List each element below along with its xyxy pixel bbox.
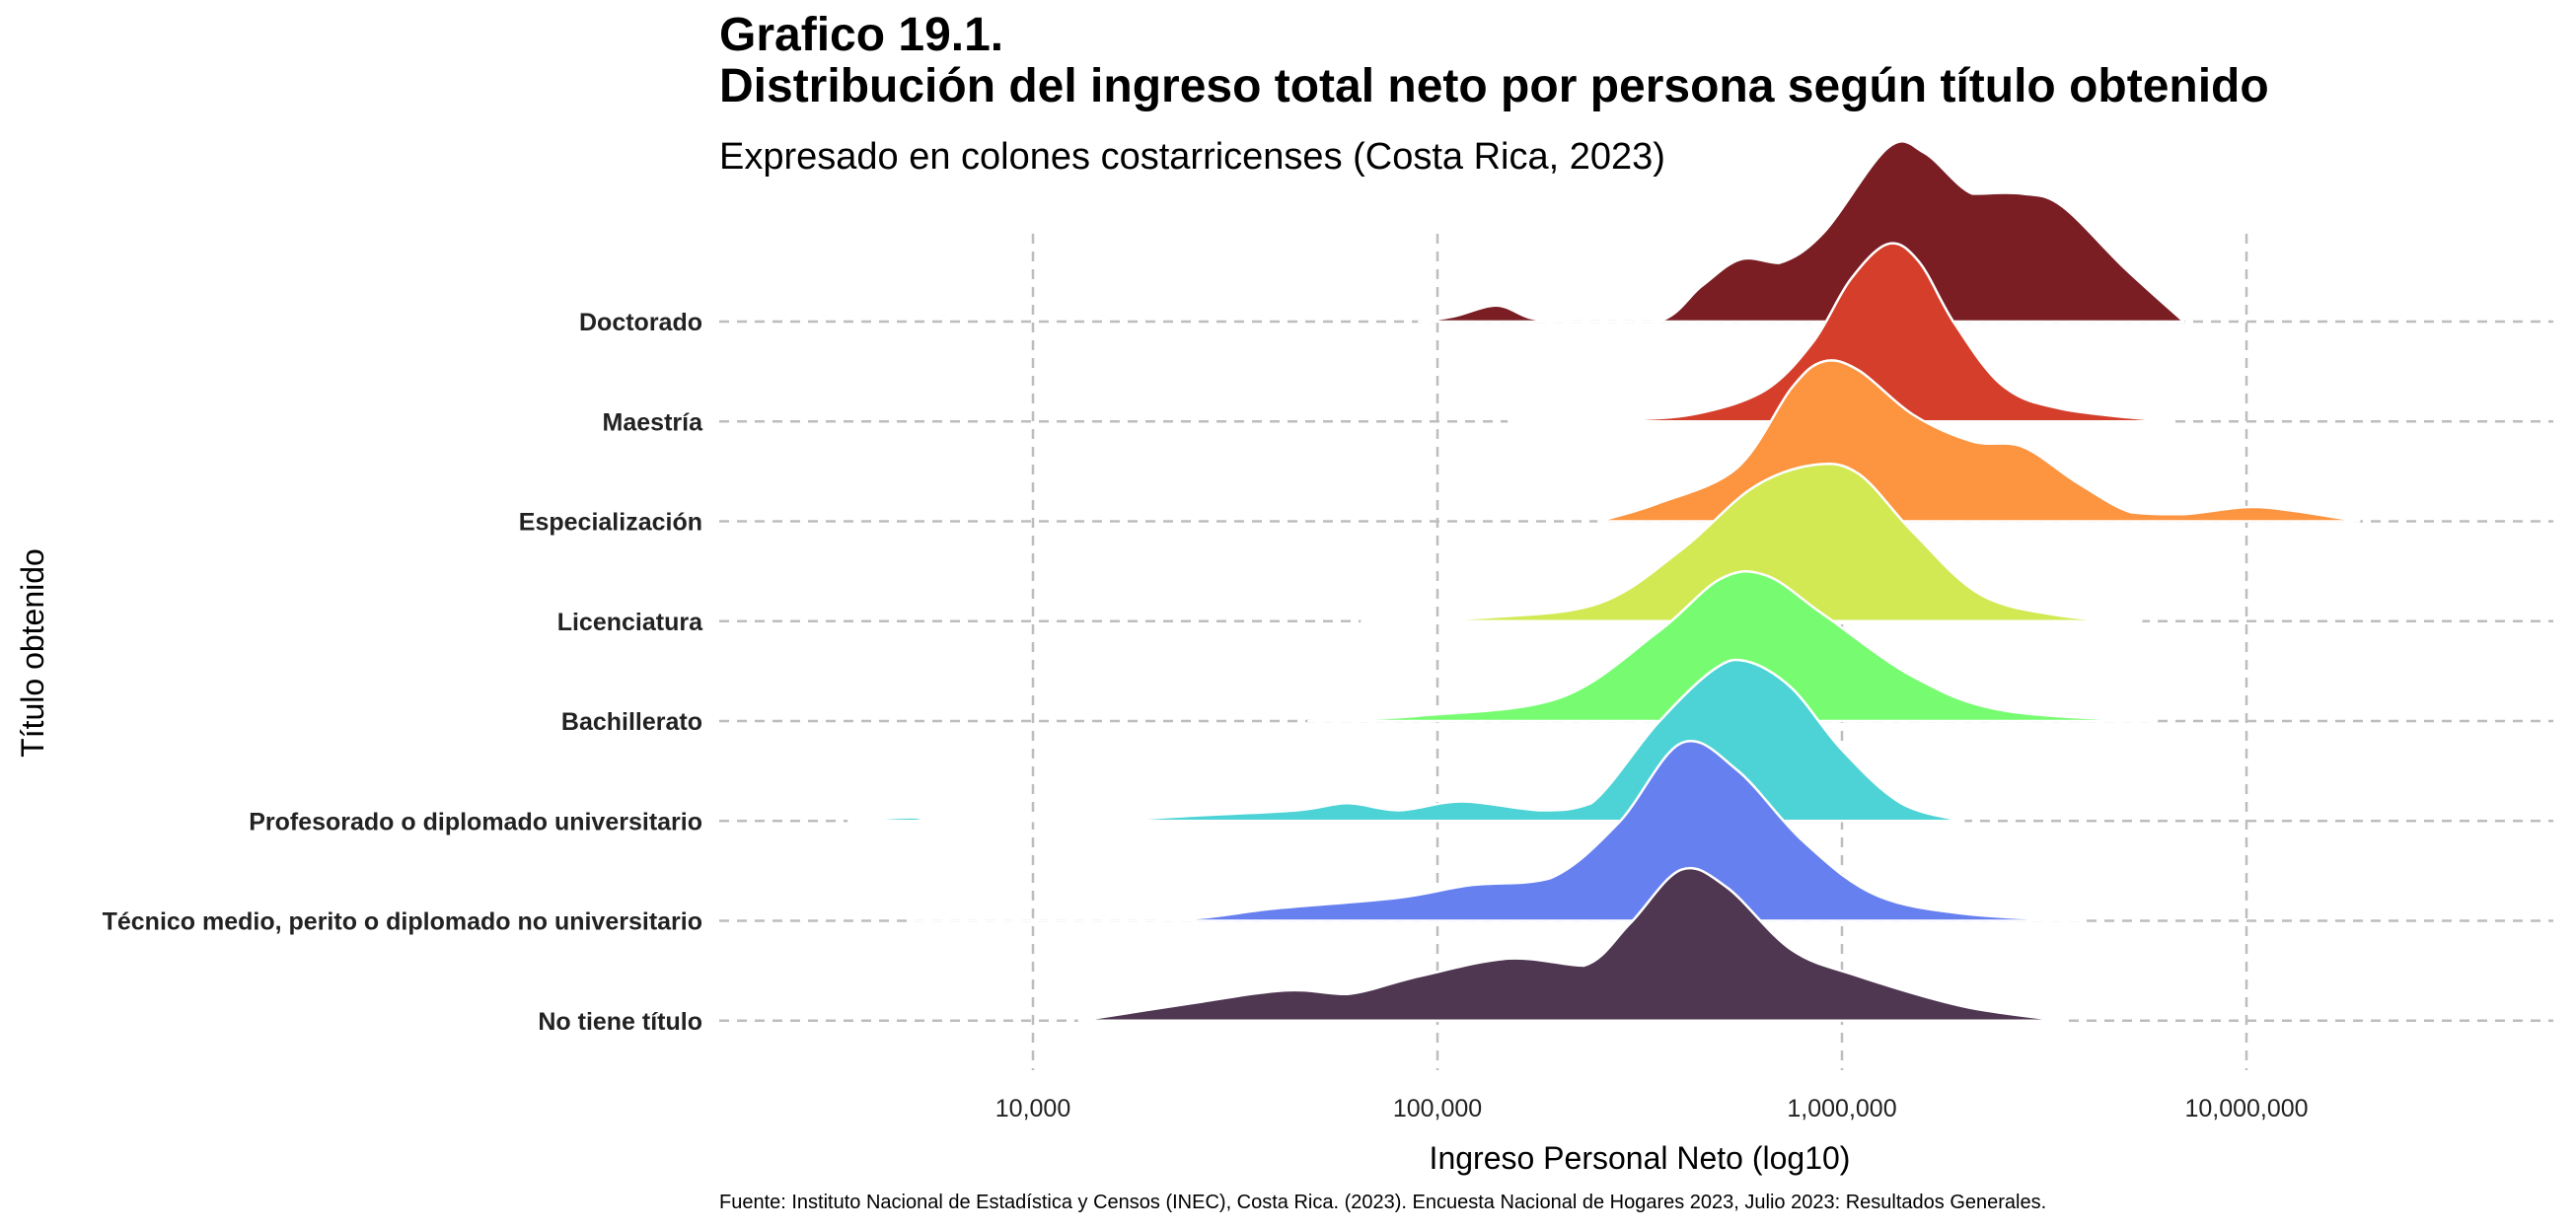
x-tick-label: 100,000 [1393, 1095, 1482, 1122]
category-label: No tiene título [538, 1008, 702, 1036]
category-label: Maestría [603, 408, 704, 436]
ridgeline-chart: Doctorado Maestría Especialización Licencia… [15, 140, 2553, 1176]
x-tick-labels: 10,000 100,000 1,000,000 10,000,000 [995, 1095, 2309, 1122]
x-tick-label: 1,000,000 [1787, 1095, 1896, 1122]
category-label: Técnico medio, perito o diplomado no uni… [103, 908, 702, 936]
chart-subtitle: Expresado en colones costarricenses (Cos… [719, 136, 1665, 178]
x-axis-title: Ingreso Personal Neto (log10) [1430, 1140, 1851, 1176]
category-label: Doctorado [579, 309, 702, 336]
x-tick-label: 10,000,000 [2184, 1095, 2308, 1122]
source-caption: Fuente: Instituto Nacional de Estadístic… [719, 1192, 2047, 1213]
density-ridge [1507, 242, 2172, 423]
category-label: Bachillerato [561, 708, 702, 736]
density-ridge [1417, 140, 2185, 324]
x-tick-label: 10,000 [995, 1095, 1070, 1122]
density-ridge [1361, 462, 2143, 623]
density-ridge [1077, 866, 2064, 1023]
chart-title: Distribución del ingreso total neto por … [719, 60, 2269, 112]
category-label: Especialización [519, 509, 702, 537]
chart-title-number: Grafico 19.1. [719, 9, 1004, 61]
category-label: Profesorado o diplomado universitario [249, 808, 702, 835]
category-labels: Doctorado Maestría Especialización Licencia… [103, 309, 703, 1036]
density-ridge [910, 740, 2088, 922]
category-label: Licenciatura [557, 609, 703, 636]
density-ridge [1307, 570, 2159, 723]
y-axis-title: Título obtenido [15, 548, 50, 758]
density-ridges [846, 140, 2361, 1023]
